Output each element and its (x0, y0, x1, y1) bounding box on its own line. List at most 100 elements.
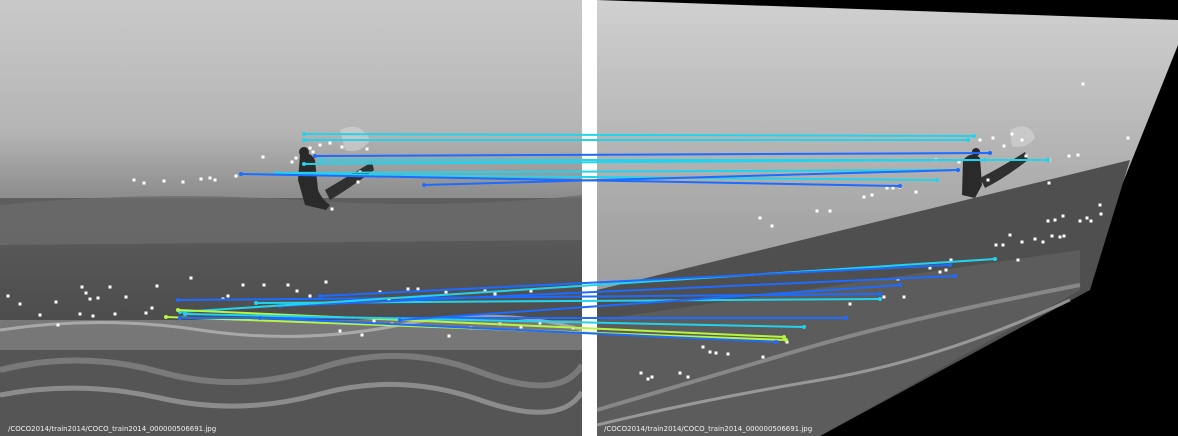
left-keypoint (290, 160, 294, 164)
left-keypoint (54, 300, 58, 304)
left-keypoint (241, 283, 245, 287)
right-keypoint (1099, 212, 1103, 216)
match-endpoint (953, 274, 957, 278)
left-keypoint (372, 319, 376, 323)
right-keypoint (761, 355, 765, 359)
right-keypoint (1078, 219, 1082, 223)
left-keypoint (261, 155, 265, 159)
right-keypoint (870, 193, 874, 197)
match-endpoint (878, 297, 882, 301)
right-keypoint (1062, 234, 1066, 238)
match-endpoint (318, 158, 322, 162)
right-keypoint (957, 160, 961, 164)
right-keypoint (1053, 218, 1057, 222)
right-keypoint (928, 266, 932, 270)
left-image-caption: /COCO2014/train2014/COCO_train2014_00000… (8, 425, 216, 433)
right-keypoint (1047, 181, 1051, 185)
left-keypoint (226, 294, 230, 298)
right-keypoint (770, 224, 774, 228)
right-keypoint (686, 375, 690, 379)
left-keypoint (88, 297, 92, 301)
left-keypoint (78, 312, 82, 316)
right-keypoint (1001, 243, 1005, 247)
right-keypoint (944, 268, 948, 272)
match-line (303, 133, 975, 137)
left-keypoint (262, 283, 266, 287)
match-endpoint (183, 312, 187, 316)
right-keypoint (882, 295, 886, 299)
right-keypoint (1089, 219, 1093, 223)
left-image-panel (0, 0, 585, 436)
match-endpoint (176, 298, 180, 302)
right-keypoint (1016, 258, 1020, 262)
match-endpoint (956, 168, 960, 172)
left-keypoint (38, 313, 42, 317)
match-endpoint (802, 325, 806, 329)
left-keypoint (378, 290, 382, 294)
match-endpoint (948, 263, 952, 267)
match-endpoint (398, 318, 402, 322)
left-keypoint (132, 178, 136, 182)
match-endpoint (254, 301, 258, 305)
match-line (314, 152, 991, 157)
right-keypoint (1046, 219, 1050, 223)
match-line (303, 159, 986, 165)
match-line (179, 258, 996, 313)
match-endpoint (178, 316, 182, 320)
right-keypoint (828, 209, 832, 213)
left-keypoint (181, 180, 185, 184)
right-keypoint (639, 371, 643, 375)
match-endpoint (898, 184, 902, 188)
match-endpoint (983, 158, 987, 162)
match-endpoint (782, 335, 786, 339)
left-keypoint (189, 276, 193, 280)
match-endpoint (844, 316, 848, 320)
match-endpoint (302, 138, 306, 142)
left-keypoint (108, 285, 112, 289)
match-endpoint (239, 172, 243, 176)
right-keypoint (891, 186, 895, 190)
left-keypoint (150, 306, 154, 310)
left-keypoint (311, 150, 315, 154)
match-line (184, 313, 805, 328)
right-keypoint (902, 295, 906, 299)
right-keypoint (1008, 233, 1012, 237)
left-keypoint (18, 302, 22, 306)
right-keypoint (650, 375, 654, 379)
left-keypoint (328, 141, 332, 145)
match-line (259, 317, 777, 343)
right-keypoint (1002, 144, 1006, 148)
left-keypoint (356, 180, 360, 184)
right-keypoint (1010, 132, 1014, 136)
right-keypoint (701, 345, 705, 349)
left-keypoint (318, 143, 322, 147)
match-endpoint (164, 315, 168, 319)
right-keypoint (885, 186, 889, 190)
right-keypoint (1033, 237, 1037, 241)
right-image-panel (596, 0, 1178, 436)
match-endpoint (966, 138, 970, 142)
right-keypoint (1081, 82, 1085, 86)
match-endpoint (422, 183, 426, 187)
right-keypoint (1050, 234, 1054, 238)
right-keypoint (978, 138, 982, 142)
left-keypoint (142, 181, 146, 185)
match-endpoint (258, 316, 262, 320)
right-keypoint (1061, 214, 1065, 218)
left-keypoint (295, 289, 299, 293)
match-line (423, 169, 959, 186)
right-keypoint (949, 258, 953, 262)
match-endpoint (176, 308, 180, 312)
match-endpoint (313, 154, 317, 158)
left-keypoint (124, 295, 128, 299)
left-keypoint (308, 294, 312, 298)
left-keypoint (519, 325, 523, 329)
right-keypoint (678, 371, 682, 375)
left-keypoint (416, 287, 420, 291)
match-endpoint (878, 292, 882, 296)
left-keypoint (6, 294, 10, 298)
match-lines (164, 132, 1050, 344)
left-keypoint (338, 329, 342, 333)
